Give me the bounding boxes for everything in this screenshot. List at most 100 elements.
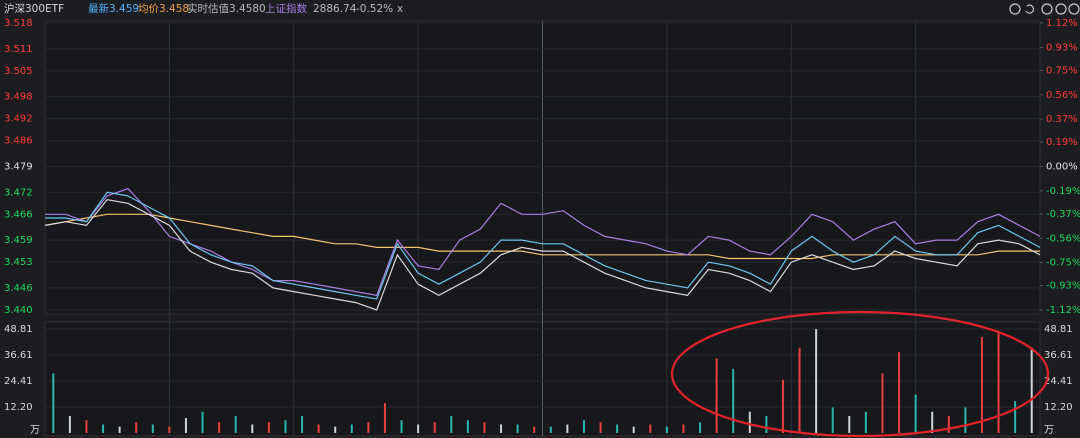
icon[interactable] (1068, 3, 1080, 15)
close-button[interactable]: x (397, 3, 403, 15)
volume-bar (715, 358, 718, 433)
y-tick-label: 3.505 (4, 66, 33, 77)
volume-bar (781, 379, 784, 433)
series-line (45, 187, 1041, 296)
volume-bar (582, 420, 585, 433)
volume-bar (433, 422, 436, 433)
y2-tick-label: 1.12% (1046, 18, 1078, 29)
index-name: 上证指数 (265, 2, 307, 15)
toolbar (1009, 3, 1080, 15)
volume-bar (218, 422, 221, 433)
volume-bar (251, 424, 254, 433)
y-tick-label: 48.81 (4, 324, 33, 335)
estimate: 实时估值3.4580 (187, 2, 266, 15)
icon[interactable] (1055, 3, 1067, 15)
volume-bar (201, 411, 204, 433)
latest: 最新3.459 (88, 2, 139, 15)
y2-tick-label: 0.75% (1046, 65, 1078, 76)
volume-bar (931, 411, 934, 433)
volume-bar (881, 373, 884, 433)
title: 沪深300ETF (4, 2, 64, 15)
volume-bar (234, 415, 237, 433)
y2-tick-label: -0.93% (1046, 281, 1080, 292)
icon[interactable] (1009, 3, 1021, 15)
y-tick-label: 3.440 (4, 305, 33, 316)
volume-bar (284, 420, 287, 433)
volume-bar (964, 407, 967, 433)
volume-bar (732, 369, 735, 433)
y-tick-label: 3.446 (4, 283, 33, 294)
y2-unit: 万 (1044, 425, 1054, 436)
avg: 均价3.458 (138, 3, 189, 15)
volume-bar (68, 415, 71, 433)
y2-tick-label: -1.12% (1046, 305, 1080, 316)
volume-bar (815, 329, 818, 433)
y-tick-label: 24.41 (4, 376, 33, 387)
volume-bar (52, 373, 55, 433)
volume-bar (980, 337, 983, 433)
volume-bar (500, 424, 503, 433)
volume-bar (334, 426, 337, 433)
volume-bar (450, 415, 453, 433)
y2-tick-label: -0.56% (1046, 233, 1080, 244)
volume-bar (649, 424, 652, 433)
volume-bar (831, 407, 834, 433)
volume-bar (682, 424, 685, 433)
volume-bar (798, 347, 801, 433)
volume-bar (317, 424, 320, 433)
y-tick-label: 3.459 (4, 235, 33, 246)
vertical-grid (168, 21, 917, 436)
icon[interactable] (1025, 4, 1035, 14)
volume-bar (301, 415, 304, 433)
y2-tick-label: -0.75% (1046, 258, 1080, 269)
volume-bar (1030, 347, 1033, 433)
y2-tick-label: -0.37% (1046, 209, 1080, 220)
volume-bar (616, 424, 619, 433)
volume-bar (135, 422, 138, 433)
y2-tick-label: 0.00% (1046, 162, 1078, 173)
volume-bar (1014, 401, 1017, 433)
y-tick-label: 3.453 (4, 257, 33, 268)
volume-bar (748, 411, 751, 433)
volume-bar (151, 424, 154, 433)
y-tick-label: 3.472 (4, 187, 33, 198)
volume-bar (632, 426, 635, 433)
y2-tick-label: 12.20 (1044, 402, 1073, 413)
y2-tick-label: 36.61 (1044, 350, 1073, 361)
icon[interactable] (1041, 3, 1053, 15)
series-line (45, 191, 1041, 300)
volume-bar (118, 426, 121, 433)
volume-bar (184, 418, 187, 433)
y-tick-label: 3.479 (4, 162, 33, 173)
volume-bar (599, 422, 602, 433)
volume-bar (417, 424, 420, 433)
volume-bar (85, 420, 88, 433)
volume-bar (997, 330, 1000, 433)
volume-bar (102, 424, 105, 433)
y2-tick-label: -0.19% (1046, 186, 1080, 197)
volume-bar (864, 411, 867, 433)
volume-bar (466, 420, 469, 433)
volume-bar (400, 420, 403, 433)
series-line (44, 198, 1041, 311)
volume-bar (516, 424, 519, 433)
y2-tick-label: 48.81 (1044, 324, 1073, 335)
volume-bar (168, 426, 171, 433)
volume-bar (848, 415, 851, 433)
volume-bar (267, 422, 270, 433)
y-tick-label: 12.20 (4, 402, 33, 413)
volume-bar (947, 415, 950, 433)
highlight-ellipse (670, 310, 1050, 438)
volume-bar (914, 394, 917, 433)
volume-bar (383, 403, 386, 433)
y2-tick-label: 0.37% (1046, 114, 1078, 125)
volume-bar (483, 422, 486, 433)
volume-bar (699, 422, 702, 433)
volume-bar (367, 422, 370, 433)
y-tick-label: 3.518 (4, 18, 33, 29)
y2-tick-label: 0.93% (1046, 42, 1078, 53)
y-tick-label: 3.511 (4, 44, 33, 55)
y-tick-label: 3.466 (4, 209, 33, 220)
y-tick-label: 36.61 (4, 350, 33, 361)
